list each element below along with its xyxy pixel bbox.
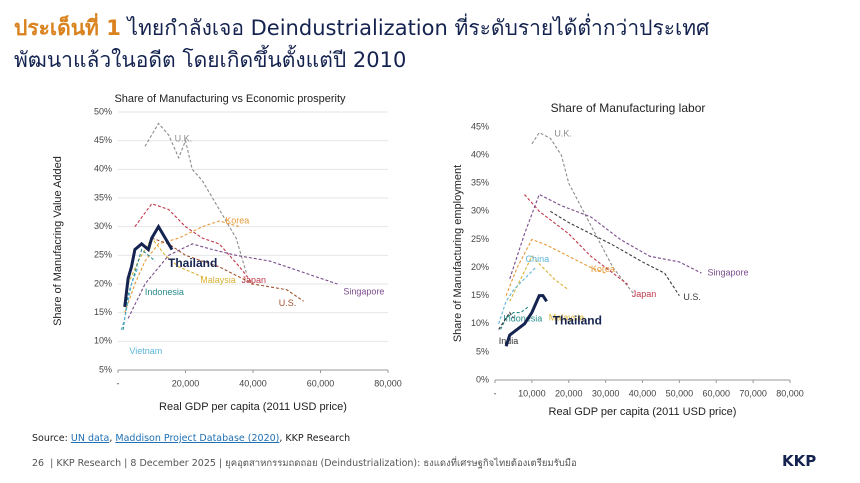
- x-tick-label: 80,000: [374, 378, 402, 388]
- charts: Share of Manufacturing vs Economic prosp…: [52, 93, 804, 418]
- series-label: U.S.: [279, 298, 297, 308]
- series-line: [122, 248, 156, 330]
- series-label: Thailand: [168, 256, 217, 270]
- source-text: , KKP Research: [279, 433, 351, 444]
- series-line: [134, 203, 254, 285]
- chart-title: Share of Manufacturing labor: [551, 101, 706, 115]
- footer: 26 | KKP Research | 8 December 2025 | ยุ…: [32, 456, 577, 471]
- series-label: Japan: [242, 275, 267, 285]
- series-line: [505, 238, 606, 296]
- y-tick-label: 10%: [94, 336, 112, 346]
- title-line: ไทยกำลังเจอ Deindustrialization ที่ระดับ…: [127, 16, 710, 40]
- source-text: Source:: [32, 433, 71, 444]
- x-axis-label: Real GDP per capita (2011 USD price): [549, 406, 737, 418]
- y-tick-label: 20%: [94, 278, 112, 288]
- series-label: Singapore: [708, 268, 749, 278]
- source: Source: UN data, Maddison Project Databa…: [32, 433, 350, 444]
- x-tick-label: 70,000: [739, 388, 767, 398]
- y-tick-label: 35%: [94, 192, 112, 202]
- y-tick-label: 20%: [471, 262, 489, 272]
- y-tick-label: 45%: [94, 135, 112, 145]
- series-label: U.S.: [683, 292, 701, 302]
- footer-text: | KKP Research | 8 December 2025 | ยุคอุ…: [50, 458, 577, 469]
- slide-title: ประเด็นที่ 1 ไทยกำลังเจอ Deindustrializa…: [14, 12, 709, 45]
- series-label: Indonesia: [503, 313, 542, 323]
- series-label: Korea: [225, 215, 249, 225]
- series-line: [524, 194, 629, 285]
- x-tick-label: 40,000: [239, 378, 267, 388]
- y-tick-label: 45%: [471, 121, 489, 131]
- x-tick-label: -: [494, 388, 497, 398]
- series-label: U.K.: [554, 129, 572, 139]
- logo: KKP: [782, 452, 817, 470]
- series-label: Thailand: [553, 313, 602, 327]
- y-tick-label: 25%: [94, 250, 112, 260]
- series-label: Singapore: [343, 286, 384, 296]
- series-line: [504, 294, 548, 347]
- x-tick-label: 50,000: [666, 388, 694, 398]
- x-tick-label: 20,000: [172, 378, 200, 388]
- chart-title: Share of Manufacturing vs Economic prosp…: [114, 93, 346, 105]
- series-label: Japan: [632, 289, 657, 299]
- page-number: 26: [32, 458, 45, 469]
- x-tick-label: 40,000: [629, 388, 657, 398]
- y-tick-label: 40%: [94, 164, 112, 174]
- source-link[interactable]: UN data: [70, 433, 110, 444]
- y-tick-label: 10%: [471, 318, 489, 328]
- series-label: Malaysia: [549, 312, 585, 322]
- slide-title: พัฒนาแล้วในอดีต โดยเกิดขึ้นตั้งแต่ปี 201…: [14, 48, 407, 72]
- y-tick-label: 30%: [471, 206, 489, 216]
- series-line: [498, 267, 536, 324]
- series-label: U.K.: [175, 133, 193, 143]
- series-line: [531, 131, 636, 297]
- series-line: [500, 306, 529, 330]
- series-line: [120, 266, 139, 331]
- series-label: Korea: [591, 264, 615, 274]
- x-tick-label: 10,000: [518, 388, 546, 398]
- series-line: [127, 243, 338, 319]
- source-text: ,: [109, 433, 116, 444]
- title-highlight: ประเด็นที่ 1: [14, 16, 121, 40]
- y-tick-label: 25%: [471, 234, 489, 244]
- x-tick-label: 80,000: [776, 388, 804, 398]
- x-tick-label: -: [117, 378, 120, 388]
- y-tick-label: 30%: [94, 221, 112, 231]
- x-axis-label: Real GDP per capita (2011 USD price): [159, 401, 347, 413]
- series-line: [550, 210, 680, 296]
- y-axis-label: Share of Manufacring Value Added: [52, 156, 64, 326]
- y-tick-label: 50%: [94, 106, 112, 116]
- source-link[interactable]: Maddison Project Database (2020): [115, 433, 280, 444]
- y-tick-label: 35%: [471, 178, 489, 188]
- y-tick-label: 15%: [94, 307, 112, 317]
- series-line: [123, 223, 174, 308]
- x-tick-label: 30,000: [592, 388, 620, 398]
- x-tick-label: 60,000: [307, 378, 335, 388]
- series-line: [509, 193, 702, 279]
- y-tick-label: 40%: [471, 149, 489, 159]
- y-tick-label: 0%: [476, 374, 489, 384]
- series-label: Vietnam: [129, 346, 162, 356]
- series-line: [509, 255, 570, 302]
- y-tick-label: 5%: [476, 346, 489, 356]
- y-axis-label: Share of Manufacturing employment: [452, 165, 464, 342]
- x-tick-label: 60,000: [702, 388, 730, 398]
- series-label: Malaysia: [200, 275, 236, 285]
- y-tick-label: 15%: [471, 290, 489, 300]
- series-line: [498, 311, 514, 330]
- series-label: China: [526, 254, 550, 264]
- x-tick-label: 20,000: [555, 388, 583, 398]
- series-label: Indonesia: [145, 287, 184, 297]
- y-tick-label: 5%: [99, 364, 112, 374]
